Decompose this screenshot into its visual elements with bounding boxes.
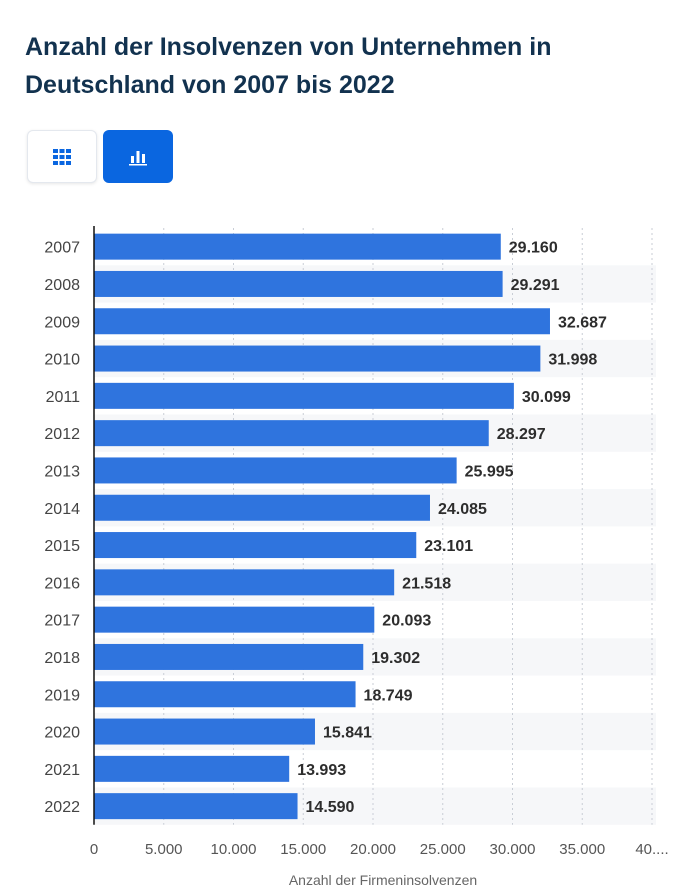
category-label: 2021	[44, 762, 80, 779]
category-label: 2017	[44, 613, 80, 630]
bar[interactable]	[94, 718, 315, 745]
x-tick-label: 20.000	[350, 841, 396, 858]
x-tick-label: 30.000	[490, 841, 536, 858]
bars	[94, 233, 550, 820]
x-tick-label: 15.000	[280, 841, 326, 858]
table-view-button[interactable]	[27, 130, 97, 183]
x-tick-label: 35.000	[559, 841, 605, 858]
category-label: 2008	[44, 277, 80, 294]
bar[interactable]	[94, 494, 430, 521]
bar[interactable]	[94, 569, 395, 596]
category-label: 2016	[44, 575, 80, 592]
category-label: 2022	[44, 799, 80, 816]
value-label: 31.998	[548, 352, 597, 369]
bar[interactable]	[94, 681, 356, 708]
value-label: 14.590	[306, 799, 355, 816]
chart-area: 29.160 29.291 32.687 31.998 30.099 28.297 25.9…	[0, 195, 684, 890]
value-label: 20.093	[382, 613, 431, 630]
bar[interactable]	[94, 755, 290, 782]
category-label: 2020	[44, 725, 80, 742]
category-label: 2014	[44, 501, 80, 518]
value-label: 30.099	[522, 389, 571, 406]
x-axis-title: Anzahl der Firmeninsolvenzen	[289, 872, 477, 888]
bar-chart: 29.160 29.291 32.687 31.998 30.099 28.297 25.9…	[44, 226, 669, 888]
x-tick-label: 0	[90, 841, 98, 858]
page-title: Anzahl der Insolvenzen von Unternehmen i…	[25, 33, 552, 99]
value-label: 23.101	[424, 538, 473, 555]
bar[interactable]	[94, 457, 457, 484]
bar[interactable]	[94, 382, 514, 409]
value-label: 28.297	[497, 426, 546, 443]
x-tick-label: 25.000	[420, 841, 466, 858]
bar[interactable]	[94, 420, 489, 447]
value-labels: 29.160 29.291 32.687 31.998 30.099 28.297 25.9…	[297, 240, 607, 817]
bar[interactable]	[94, 270, 503, 297]
x-tick-label: 5.000	[145, 841, 183, 858]
value-label: 13.993	[297, 762, 346, 779]
x-tick-labels: 0 5.000 10.000 15.000 20.000 25.000 30.000 35.0…	[90, 841, 669, 858]
category-labels: 2007 2008 2009 2010 2011 2012 2013 2014 2015 2016…	[44, 240, 80, 817]
bar[interactable]	[94, 606, 375, 633]
category-label: 2010	[44, 352, 80, 369]
bar[interactable]	[94, 793, 298, 820]
category-label: 2007	[44, 240, 80, 257]
bar[interactable]	[94, 643, 364, 670]
value-label: 24.085	[438, 501, 487, 518]
chart-view-button[interactable]	[103, 130, 173, 183]
category-label: 2009	[44, 314, 80, 331]
category-label: 2015	[44, 538, 80, 555]
bar[interactable]	[94, 308, 550, 335]
table-grid-icon	[53, 148, 71, 165]
value-label: 29.160	[509, 240, 558, 257]
x-tick-label: 10.000	[211, 841, 257, 858]
value-label: 18.749	[364, 687, 413, 704]
value-label: 21.518	[402, 575, 451, 592]
bar-chart-icon	[129, 150, 147, 165]
category-label: 2011	[46, 389, 81, 406]
category-label: 2013	[44, 463, 80, 480]
bar[interactable]	[94, 233, 501, 260]
value-label: 32.687	[558, 314, 607, 331]
category-label: 2018	[44, 650, 80, 667]
value-label: 15.841	[323, 725, 372, 742]
x-tick-label: 40....	[635, 841, 668, 858]
bar[interactable]	[94, 532, 417, 559]
value-label: 19.302	[371, 650, 420, 667]
bar[interactable]	[94, 345, 541, 372]
value-label: 25.995	[465, 463, 514, 480]
category-label: 2019	[44, 687, 80, 704]
category-label: 2012	[44, 426, 80, 443]
value-label: 29.291	[511, 277, 560, 294]
